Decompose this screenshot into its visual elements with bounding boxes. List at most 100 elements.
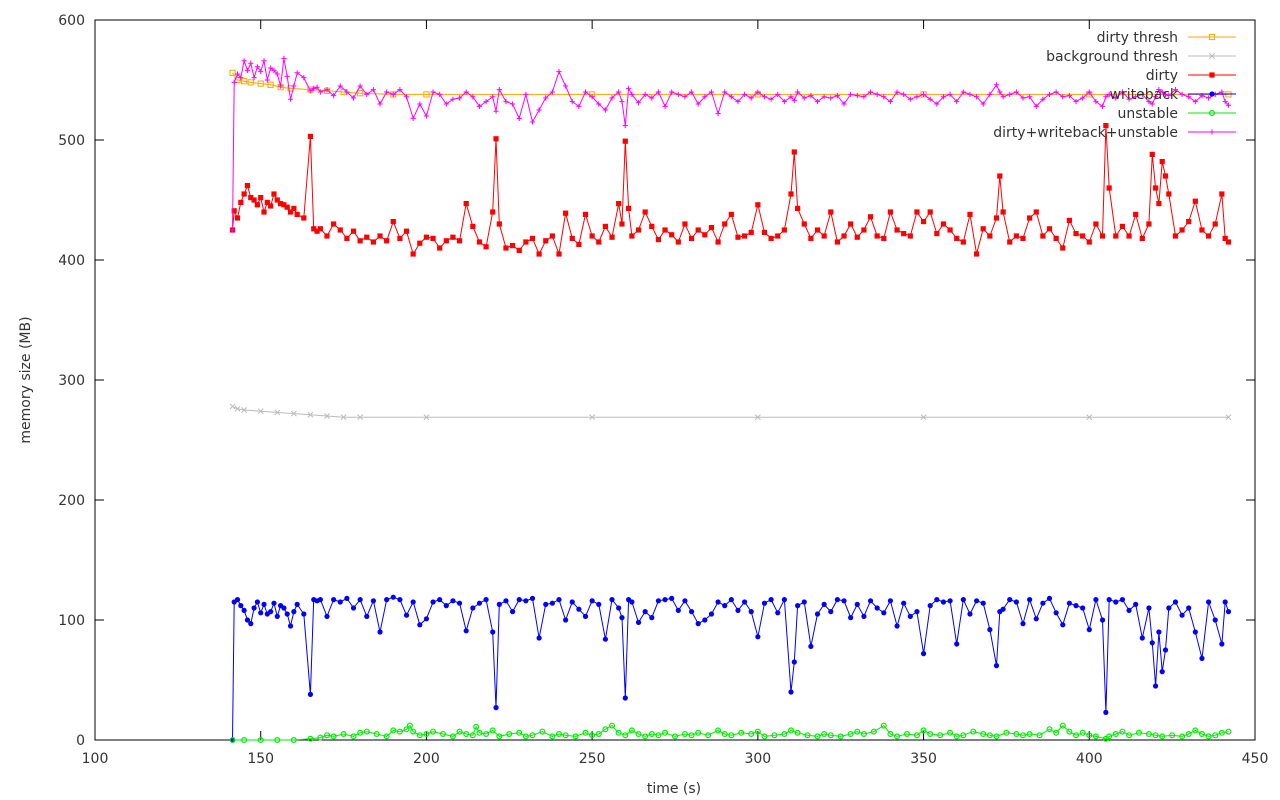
data-point-unstable bbox=[396, 728, 403, 735]
data-point-dirty-writeback-unstable bbox=[1186, 94, 1192, 100]
data-point-dirty-writeback-unstable bbox=[655, 89, 662, 95]
data-point-dirty-writeback-unstable bbox=[1166, 93, 1172, 99]
data-point-dirty bbox=[841, 233, 847, 239]
data-point-dirty bbox=[287, 209, 294, 215]
data-point-unstable bbox=[761, 733, 768, 740]
data-point-writeback bbox=[795, 603, 801, 609]
data-point-dirty bbox=[536, 251, 542, 257]
data-point-dirty bbox=[834, 239, 840, 245]
y-tick-label: 200 bbox=[58, 493, 85, 509]
data-point-dirty bbox=[364, 234, 370, 240]
data-point-dirty-writeback-unstable bbox=[596, 101, 602, 107]
data-point-dirty-writeback-unstable bbox=[755, 89, 761, 95]
data-point-unstable bbox=[781, 730, 788, 737]
data-point-dirty bbox=[967, 211, 973, 217]
data-point-writeback bbox=[682, 598, 688, 604]
data-point-dirty bbox=[291, 205, 297, 211]
data-point-dirty bbox=[927, 209, 933, 215]
legend-label-dirty-thresh: dirty thresh bbox=[1097, 30, 1178, 46]
data-point-dirty bbox=[1172, 233, 1179, 239]
data-point-writeback bbox=[934, 597, 940, 603]
data-point-background-thresh bbox=[920, 414, 927, 421]
data-point-dirty-writeback-unstable bbox=[1162, 91, 1169, 97]
data-point-dirty-writeback-unstable bbox=[622, 123, 628, 129]
data-point-dirty bbox=[410, 251, 416, 257]
data-point-writeback bbox=[801, 599, 807, 605]
data-point-unstable bbox=[980, 730, 987, 737]
data-point-dirty-writeback-unstable bbox=[848, 91, 854, 97]
data-point-dirty-writeback-unstable bbox=[248, 60, 254, 66]
data-point-writeback bbox=[549, 600, 555, 606]
data-point-writeback bbox=[563, 617, 569, 623]
data-point-writeback bbox=[529, 595, 536, 602]
data-point-background-thresh bbox=[234, 405, 241, 412]
y-tick-label: 600 bbox=[58, 13, 85, 29]
data-point-dirty-writeback-unstable bbox=[997, 89, 1003, 95]
data-point-unstable bbox=[1192, 727, 1199, 734]
data-point-unstable bbox=[317, 734, 324, 741]
data-point-unstable bbox=[715, 727, 722, 734]
data-point-writeback bbox=[357, 597, 363, 603]
data-point-dirty-writeback-unstable bbox=[1192, 99, 1198, 105]
data-point-dirty bbox=[234, 215, 241, 221]
data-point-writeback bbox=[848, 615, 854, 621]
data-point-dirty bbox=[768, 235, 774, 241]
data-point-writeback bbox=[470, 605, 476, 611]
data-point-dirty bbox=[450, 234, 456, 240]
data-point-dirty-writeback-unstable bbox=[887, 99, 894, 105]
data-point-unstable bbox=[920, 727, 927, 734]
data-point-dirty-writeback-unstable bbox=[934, 101, 940, 107]
data-point-dirty bbox=[867, 214, 874, 220]
data-point-unstable bbox=[257, 736, 264, 743]
series-line-background-thresh bbox=[232, 405, 1229, 418]
data-point-writeback bbox=[543, 601, 549, 608]
data-point-dirty bbox=[1046, 226, 1053, 232]
data-point-dirty bbox=[1053, 235, 1059, 241]
data-point-dirty bbox=[808, 235, 814, 241]
data-point-unstable bbox=[549, 733, 556, 740]
series-dirty bbox=[229, 123, 1232, 257]
data-point-dirty bbox=[503, 245, 509, 251]
data-point-writeback bbox=[493, 705, 499, 711]
data-point-dirty-writeback-unstable bbox=[549, 89, 555, 95]
data-point-unstable bbox=[241, 736, 248, 743]
data-point-writeback bbox=[834, 597, 841, 603]
data-point-dirty-writeback-unstable bbox=[828, 95, 834, 101]
data-point-dirty bbox=[311, 226, 317, 232]
data-point-dirty-writeback-unstable bbox=[1013, 89, 1019, 95]
data-point-dirty-writeback-unstable bbox=[543, 95, 549, 101]
data-point-writeback bbox=[1027, 597, 1033, 603]
data-point-writeback bbox=[1186, 605, 1192, 611]
data-point-unstable bbox=[1079, 729, 1086, 736]
data-point-dirty bbox=[596, 239, 602, 245]
data-point-dirty-writeback-unstable bbox=[861, 94, 867, 100]
data-point-unstable bbox=[705, 732, 712, 739]
series-writeback bbox=[229, 594, 1232, 743]
data-point-dirty-writeback-unstable bbox=[609, 95, 615, 101]
data-point-dirty-writeback-unstable bbox=[370, 87, 376, 93]
data-point-writeback bbox=[284, 611, 290, 617]
data-point-writeback bbox=[1053, 610, 1059, 616]
data-point-dirty-writeback-unstable bbox=[867, 89, 874, 95]
data-point-dirty-writeback-unstable bbox=[626, 85, 632, 91]
data-point-writeback bbox=[649, 615, 655, 621]
data-point-writeback bbox=[1007, 597, 1013, 603]
data-point-unstable bbox=[635, 730, 642, 737]
data-point-writeback bbox=[1199, 655, 1205, 662]
data-point-writeback bbox=[350, 605, 357, 611]
data-point-unstable bbox=[489, 727, 496, 734]
data-point-dirty-writeback-unstable bbox=[722, 89, 728, 95]
data-point-dirty-writeback-unstable bbox=[1073, 99, 1079, 105]
data-point-writeback bbox=[735, 607, 741, 614]
data-point-dirty-writeback-unstable bbox=[854, 93, 860, 99]
data-point-dirty-writeback-unstable bbox=[1126, 96, 1132, 102]
data-point-dirty-writeback-unstable bbox=[301, 75, 307, 81]
y-axis-label: memory size (MB) bbox=[18, 316, 34, 443]
data-point-dirty bbox=[1159, 159, 1165, 165]
data-point-dirty-writeback-unstable bbox=[357, 83, 363, 89]
data-point-dirty bbox=[997, 173, 1003, 179]
data-point-dirty-writeback-unstable bbox=[384, 89, 390, 95]
data-point-unstable bbox=[340, 730, 347, 737]
data-point-dirty bbox=[384, 238, 390, 244]
data-point-dirty bbox=[476, 239, 483, 245]
